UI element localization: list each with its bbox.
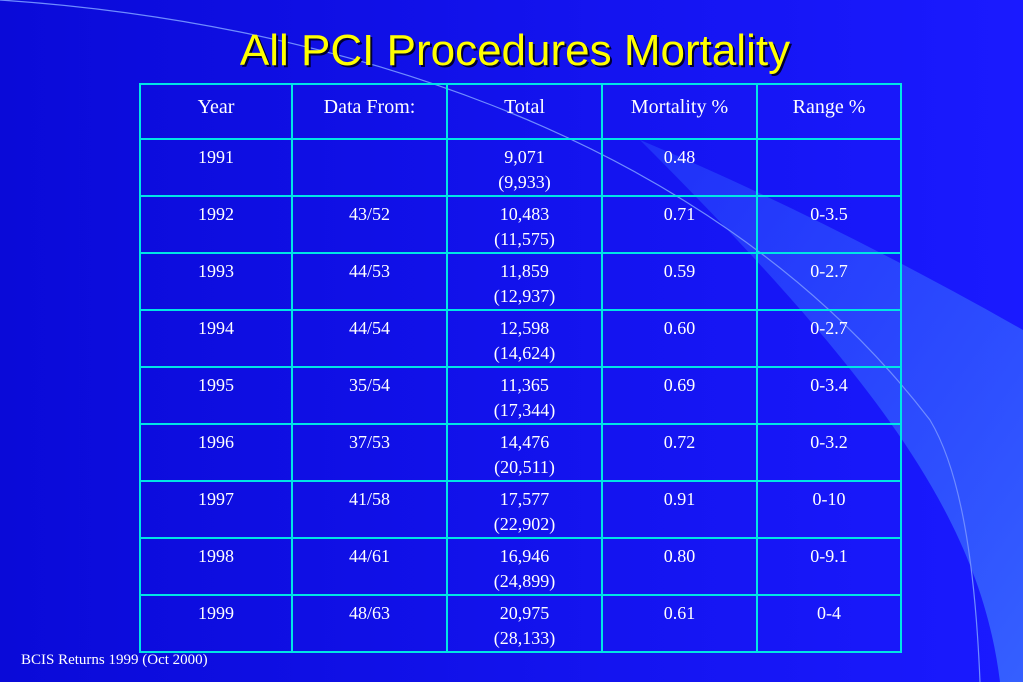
cell-mortality: 0.80: [601, 537, 758, 596]
header-total: Total: [446, 83, 603, 140]
total-paren-value: (20,511): [494, 457, 555, 477]
cell-data-from: 35/54: [291, 366, 448, 425]
total-value: 11,365: [500, 375, 549, 395]
total-paren-value: (9,933): [498, 172, 551, 192]
cell-mortality: 0.91: [601, 480, 758, 539]
source-footer: BCIS Returns 1999 (Oct 2000): [21, 652, 208, 668]
cell-data-from: 41/58: [291, 480, 448, 539]
cell-range: 0-4: [756, 594, 902, 653]
cell-data-from: 44/53: [291, 252, 448, 311]
slide-title: All PCI Procedures Mortality: [239, 26, 791, 75]
table-row: 1996 37/53 14,476 (20,511) 0.72 0-3.2: [139, 423, 902, 482]
table-row: 1998 44/61 16,946 (24,899) 0.80 0-9.1: [139, 537, 902, 596]
table-row: 1995 35/54 11,365 (17,344) 0.69 0-3.4: [139, 366, 902, 425]
cell-mortality: 0.72: [601, 423, 758, 482]
total-paren-value: (24,899): [493, 571, 556, 591]
cell-data-from: [291, 138, 448, 197]
cell-mortality: 0.71: [601, 195, 758, 254]
cell-data-from: 43/52: [291, 195, 448, 254]
cell-total: 10,483 (11,575): [446, 195, 603, 254]
table-row: 1997 41/58 17,577 (22,902) 0.91 0-10: [139, 480, 902, 539]
cell-range: 0-2.7: [756, 252, 902, 311]
header-data-from: Data From:: [291, 83, 448, 140]
total-paren-value: (22,902): [493, 514, 556, 534]
total-value: 17,577: [499, 489, 550, 509]
total-value: 12,598: [499, 318, 550, 338]
total-paren-value: (17,344): [493, 400, 556, 420]
table-row: 1999 48/63 20,975 (28,133) 0.61 0-4: [139, 594, 902, 653]
total-value: 20,975: [499, 603, 550, 623]
cell-year: 1995: [139, 366, 293, 425]
table-row: 1993 44/53 11,859 (12,937) 0.59 0-2.7: [139, 252, 902, 311]
total-paren-value: (11,575): [494, 229, 555, 249]
total-value: 16,946: [499, 546, 550, 566]
total-value: 9,071: [504, 147, 545, 167]
table-row: 1992 43/52 10,483 (11,575) 0.71 0-3.5: [139, 195, 902, 254]
cell-year: 1993: [139, 252, 293, 311]
total-value: 14,476: [499, 432, 550, 452]
cell-total: 16,946 (24,899): [446, 537, 603, 596]
cell-range: 0-10: [756, 480, 902, 539]
cell-mortality: 0.48: [601, 138, 758, 197]
cell-year: 1991: [139, 138, 293, 197]
cell-data-from: 44/54: [291, 309, 448, 368]
cell-year: 1999: [139, 594, 293, 653]
total-paren-value: (28,133): [493, 628, 556, 648]
cell-year: 1997: [139, 480, 293, 539]
table-row: 1994 44/54 12,598 (14,624) 0.60 0-2.7: [139, 309, 902, 368]
header-range: Range %: [756, 83, 902, 140]
cell-total: 9,071 (9,933): [446, 138, 603, 197]
cell-range: 0-3.2: [756, 423, 902, 482]
cell-range: 0-9.1: [756, 537, 902, 596]
cell-total: 17,577 (22,902): [446, 480, 603, 539]
cell-mortality: 0.61: [601, 594, 758, 653]
header-year: Year: [139, 83, 293, 140]
cell-year: 1994: [139, 309, 293, 368]
cell-data-from: 37/53: [291, 423, 448, 482]
total-paren-value: (14,624): [493, 343, 556, 363]
cell-range: 0-3.5: [756, 195, 902, 254]
cell-total: 20,975 (28,133): [446, 594, 603, 653]
table-row: 1991 9,071 (9,933) 0.48: [139, 138, 902, 197]
cell-total: 11,365 (17,344): [446, 366, 603, 425]
cell-total: 14,476 (20,511): [446, 423, 603, 482]
cell-year: 1996: [139, 423, 293, 482]
mortality-table: Year Data From: Total Mortality % Range …: [139, 83, 902, 653]
total-value: 11,859: [500, 261, 549, 281]
total-paren-value: (12,937): [493, 286, 556, 306]
total-value: 10,483: [499, 204, 550, 224]
table-header-row: Year Data From: Total Mortality % Range …: [139, 83, 902, 140]
cell-total: 11,859 (12,937): [446, 252, 603, 311]
cell-mortality: 0.69: [601, 366, 758, 425]
cell-range: 0-3.4: [756, 366, 902, 425]
cell-year: 1992: [139, 195, 293, 254]
cell-range: [756, 138, 902, 197]
cell-mortality: 0.59: [601, 252, 758, 311]
cell-data-from: 44/61: [291, 537, 448, 596]
cell-range: 0-2.7: [756, 309, 902, 368]
header-mortality: Mortality %: [601, 83, 758, 140]
cell-mortality: 0.60: [601, 309, 758, 368]
cell-total: 12,598 (14,624): [446, 309, 603, 368]
cell-data-from: 48/63: [291, 594, 448, 653]
cell-year: 1998: [139, 537, 293, 596]
